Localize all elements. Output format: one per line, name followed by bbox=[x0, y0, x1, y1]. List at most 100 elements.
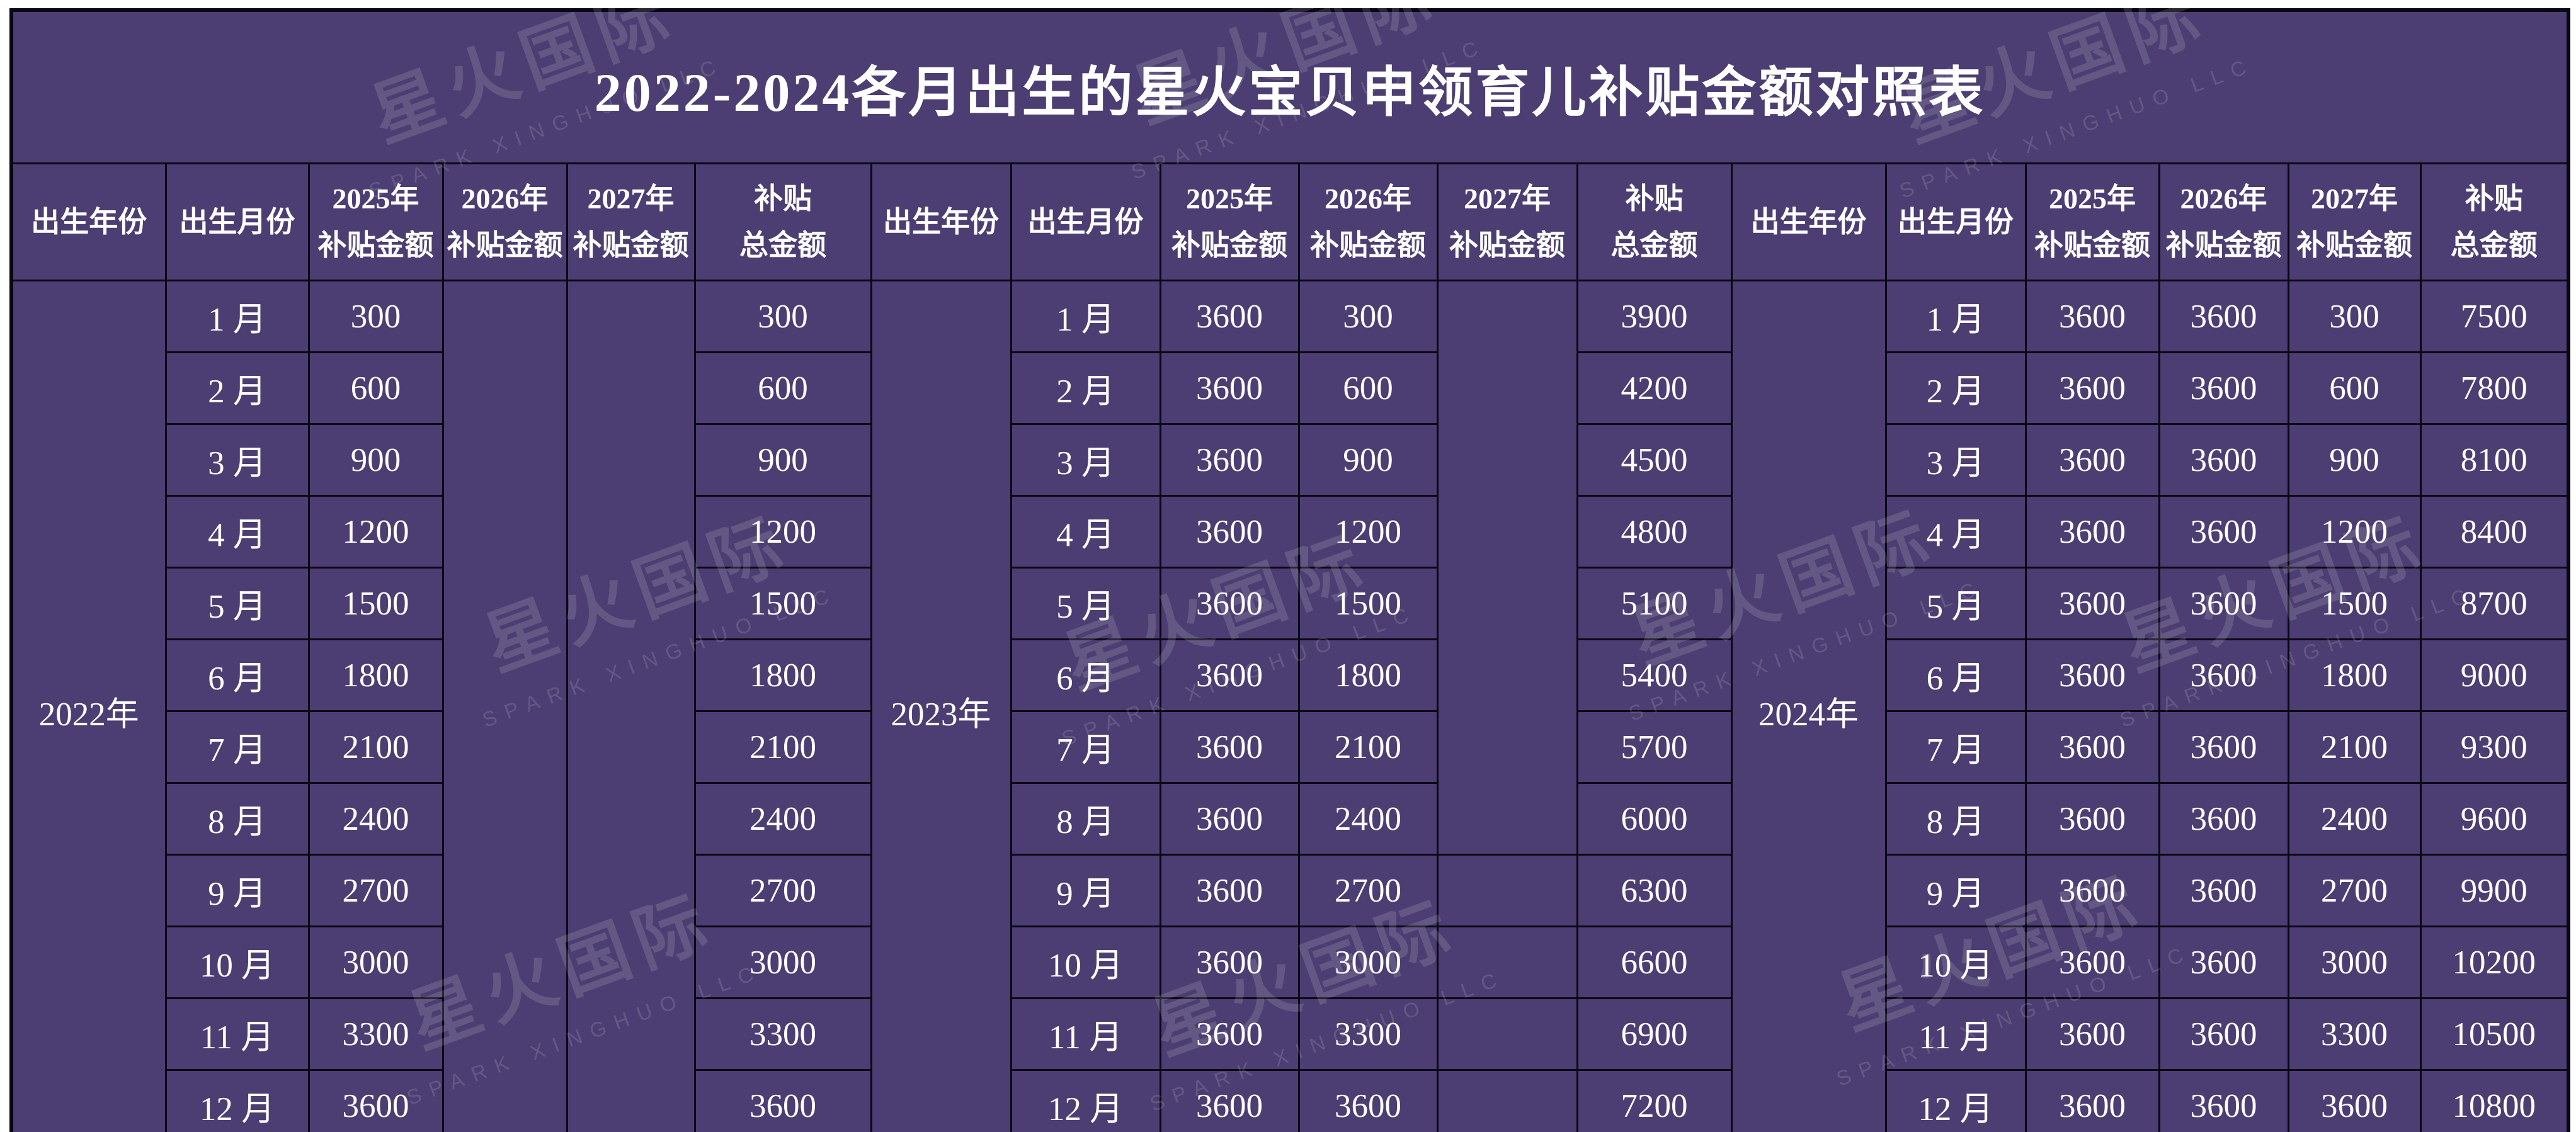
subsidy-total-cell: 5700 bbox=[1576, 710, 1733, 784]
table-row: 4 月 1200 1200 4 月 3600 1200 4800 4 月 3600 3600 120… bbox=[11, 495, 2570, 569]
birth-month-cell: 9 月 bbox=[164, 854, 310, 927]
subsidy-2025-cell: 3600 bbox=[2024, 854, 2160, 927]
subsidy-total-cell: 6600 bbox=[1576, 925, 1733, 999]
subsidy-2025-cell: 3600 bbox=[1159, 782, 1300, 856]
subsidy-2025-cell: 3600 bbox=[1159, 997, 1300, 1071]
subsidy-total-cell: 10800 bbox=[2419, 1069, 2570, 1132]
birth-month-cell: 12 月 bbox=[164, 1069, 310, 1132]
subsidy-2026-cell: 3600 bbox=[2158, 567, 2289, 640]
subsidy-2025-cell: 3600 bbox=[1159, 351, 1300, 425]
subsidy-2025-cell: 2100 bbox=[307, 710, 444, 784]
subsidy-total-cell: 7800 bbox=[2419, 351, 2570, 425]
birth-month-cell: 8 月 bbox=[164, 782, 310, 856]
table-row: 12 月 3600 3600 12 月 3600 3600 7200 12 月 3600 3600… bbox=[11, 1069, 2570, 1132]
subsidy-2025-cell: 2400 bbox=[307, 782, 444, 856]
subsidy-total-cell: 6000 bbox=[1576, 782, 1733, 856]
birth-month-cell: 1 月 bbox=[1884, 280, 2027, 353]
table-row: 8 月 2400 2400 8 月 3600 2400 6000 8 月 3600 3600 240… bbox=[11, 782, 2570, 856]
header-2026-subsidy: 2026年 补贴金额 bbox=[442, 162, 568, 281]
subsidy-total-cell: 9300 bbox=[2419, 710, 2570, 784]
subsidy-total-cell: 10500 bbox=[2419, 997, 2570, 1071]
subsidy-total-cell: 9000 bbox=[2419, 638, 2570, 712]
subsidy-2025-cell: 900 bbox=[307, 423, 444, 497]
subsidy-2025-cell: 3600 bbox=[2024, 495, 2160, 569]
subsidy-2026-cell: 3600 bbox=[2158, 710, 2289, 784]
table-row: 3 月 900 900 3 月 3600 900 4500 3 月 3600 3600 900 810… bbox=[11, 423, 2570, 497]
subsidy-total-cell: 900 bbox=[693, 423, 872, 497]
birth-month-cell: 7 月 bbox=[164, 710, 310, 784]
table-title-row: 2022-2024各月出生的星火宝贝申领育儿补贴金额对照表 bbox=[10, 9, 2570, 164]
subsidy-total-cell: 3000 bbox=[693, 925, 872, 999]
subsidy-total-cell: 1800 bbox=[693, 638, 872, 712]
subsidy-total-cell: 7200 bbox=[1576, 1069, 1733, 1132]
subsidy-2026-empty-cell bbox=[442, 280, 568, 1132]
subsidy-2025-cell: 3600 bbox=[1159, 854, 1300, 927]
subsidy-2026-cell: 3600 bbox=[2158, 280, 2289, 353]
subsidy-total-cell: 9600 bbox=[2419, 782, 2570, 856]
birth-month-cell: 8 月 bbox=[1884, 782, 2027, 856]
subsidy-2027-cell: 1500 bbox=[2287, 567, 2422, 640]
subsidy-2027-empty-cell bbox=[1436, 854, 1578, 927]
table-row: 9 月 2700 2700 9 月 3600 2700 6300 9 月 3600 3600 270… bbox=[11, 854, 2570, 927]
subsidy-2026-cell: 3300 bbox=[1297, 997, 1439, 1071]
subsidy-total-cell: 3300 bbox=[693, 997, 872, 1071]
subsidy-2025-cell: 300 bbox=[307, 280, 444, 353]
subsidy-2025-cell: 3600 bbox=[307, 1069, 444, 1132]
subsidy-2026-cell: 3600 bbox=[2158, 997, 2289, 1071]
subsidy-2027-empty-cell bbox=[1436, 1069, 1578, 1132]
birth-month-cell: 9 月 bbox=[1884, 854, 2027, 927]
birth-month-cell: 10 月 bbox=[164, 925, 310, 999]
subsidy-total-cell: 10200 bbox=[2419, 925, 2570, 999]
subsidy-total-cell: 2100 bbox=[693, 710, 872, 784]
subsidy-2025-cell: 3600 bbox=[1159, 567, 1300, 640]
table-row: 5 月 1500 1500 5 月 3600 1500 5100 5 月 3600 3600 150… bbox=[11, 567, 2570, 640]
subsidy-2025-cell: 3600 bbox=[2024, 567, 2160, 640]
header-2027-subsidy: 2027年 补贴金额 bbox=[2287, 162, 2422, 281]
birth-month-cell: 10 月 bbox=[1884, 925, 2027, 999]
subsidy-2026-cell: 1500 bbox=[1297, 567, 1439, 640]
subsidy-total-cell: 5100 bbox=[1576, 567, 1733, 640]
subsidy-2027-cell: 300 bbox=[2287, 280, 2422, 353]
birth-month-cell: 12 月 bbox=[1884, 1069, 2027, 1132]
header-2025-subsidy: 2025年 补贴金额 bbox=[1159, 162, 1300, 281]
birth-month-cell: 7 月 bbox=[1884, 710, 2027, 784]
subsidy-2027-cell: 3300 bbox=[2287, 997, 2422, 1071]
birth-month-cell: 1 月 bbox=[164, 280, 310, 353]
table-title: 2022-2024各月出生的星火宝贝申领育儿补贴金额对照表 bbox=[10, 9, 2570, 164]
birth-month-cell: 6 月 bbox=[1884, 638, 2027, 712]
subsidy-2025-cell: 3600 bbox=[2024, 423, 2160, 497]
subsidy-2026-cell: 2100 bbox=[1297, 710, 1439, 784]
birth-month-cell: 9 月 bbox=[1010, 854, 1161, 927]
birth-month-cell: 2 月 bbox=[1884, 351, 2027, 425]
subsidy-2027-cell: 3000 bbox=[2287, 925, 2422, 999]
subsidy-2025-cell: 3600 bbox=[1159, 925, 1300, 999]
header-total-subsidy: 补贴 总金额 bbox=[1576, 162, 1733, 281]
subsidy-total-cell: 2700 bbox=[693, 854, 872, 927]
subsidy-total-cell: 4500 bbox=[1576, 423, 1733, 497]
subsidy-2027-empty-cell bbox=[1436, 280, 1578, 856]
header-2026-subsidy: 2026年 补贴金额 bbox=[1297, 162, 1439, 281]
birth-month-cell: 7 月 bbox=[1010, 710, 1161, 784]
birth-month-cell: 11 月 bbox=[1884, 997, 2027, 1071]
table-row: 2022年 1 月 300 300 2023年 1 月 3600 300 3900 2024年 1 … bbox=[10, 280, 2570, 1132]
subsidy-2026-cell: 3600 bbox=[2158, 423, 2289, 497]
subsidy-2026-cell: 3600 bbox=[2158, 854, 2289, 927]
subsidy-2026-cell: 600 bbox=[1297, 351, 1439, 425]
subsidy-2026-cell: 3600 bbox=[2158, 638, 2289, 712]
subsidy-2025-cell: 3600 bbox=[1159, 710, 1300, 784]
subsidy-2026-cell: 2400 bbox=[1297, 782, 1439, 856]
birth-month-cell: 5 月 bbox=[1010, 567, 1161, 640]
header-birth-year: 出生年份 bbox=[10, 162, 167, 281]
header-2025-subsidy: 2025年 补贴金额 bbox=[307, 162, 444, 281]
birth-month-cell: 4 月 bbox=[164, 495, 310, 569]
birth-month-cell: 10 月 bbox=[1010, 925, 1161, 999]
subsidy-2026-cell: 3000 bbox=[1297, 925, 1439, 999]
table-row: 10 月 3000 3000 10 月 3600 3000 6600 10 月 3600 3600… bbox=[11, 925, 2570, 999]
header-2027-subsidy: 2027年 补贴金额 bbox=[566, 162, 696, 281]
header-birth-year: 出生年份 bbox=[870, 162, 1012, 281]
birth-month-cell: 6 月 bbox=[1010, 638, 1161, 712]
subsidy-2027-cell: 1200 bbox=[2287, 495, 2422, 569]
subsidy-2026-cell: 3600 bbox=[2158, 925, 2289, 999]
subsidy-total-cell: 6900 bbox=[1576, 997, 1733, 1071]
subsidy-2025-cell: 3600 bbox=[2024, 280, 2160, 353]
